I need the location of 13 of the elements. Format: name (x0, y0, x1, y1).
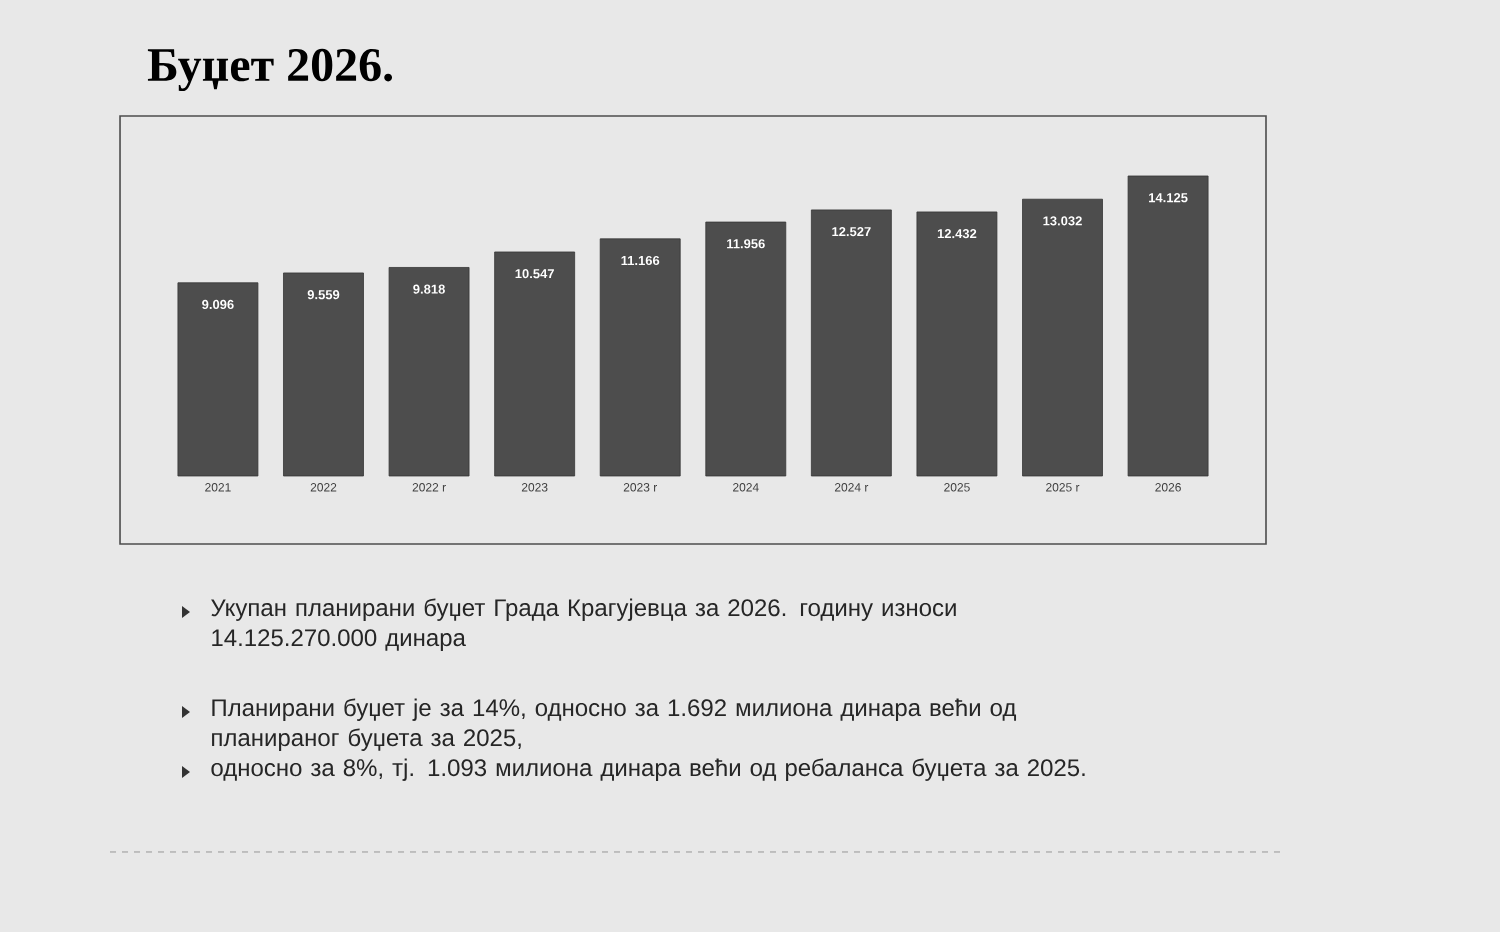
chart-title: Буџет 2026. (147, 48, 393, 92)
bar (705, 221, 787, 477)
bar (494, 251, 576, 477)
bar (916, 211, 998, 477)
text: односно за 8%, тј. 1.093 милиона динара већи од ребаланса буџета за 2025. (211, 758, 1085, 781)
bar (388, 267, 470, 477)
bar (1127, 175, 1209, 477)
bar (599, 238, 681, 477)
bar (283, 272, 364, 477)
bar (177, 282, 259, 477)
bar (810, 209, 892, 477)
text: Укупан планирани буџет Града Крагујевца за 2026. годину износи 14.125.270.000 динара (211, 598, 956, 651)
bar (1022, 198, 1103, 477)
